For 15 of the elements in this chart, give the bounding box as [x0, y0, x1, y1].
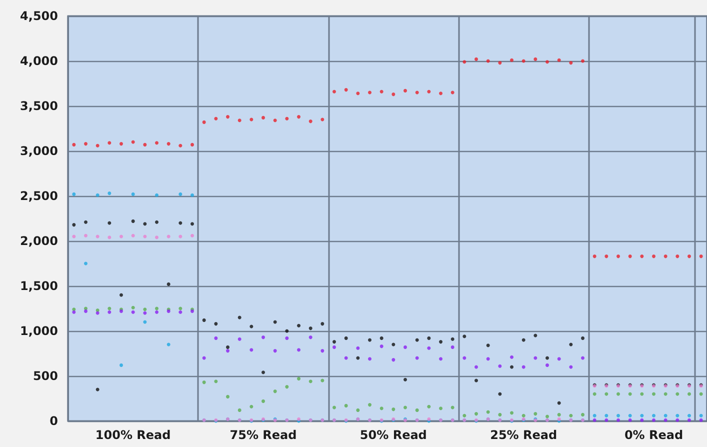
x-tick-label: 50% Read — [360, 428, 427, 442]
y-tick-label: 3,000 — [20, 144, 58, 158]
y-tick-label: 2,500 — [20, 189, 58, 203]
x-tick-label: 100% Read — [95, 428, 171, 442]
y-tick-label: 4,500 — [20, 9, 58, 23]
x-tick-label: 75% Read — [230, 428, 297, 442]
x-tick-label: 25% Read — [490, 428, 558, 442]
y-tick-label: 500 — [32, 369, 58, 383]
y-tick-label: 4,000 — [20, 54, 58, 68]
x-tick-label: 0% Read — [624, 428, 684, 442]
y-tick-label: 2,000 — [20, 234, 58, 248]
y-tick-label: 0 — [50, 414, 58, 428]
y-tick-label: 1,000 — [20, 324, 58, 338]
y-tick-label: 1,500 — [20, 279, 58, 293]
y-tick-label: 3,500 — [20, 99, 58, 113]
